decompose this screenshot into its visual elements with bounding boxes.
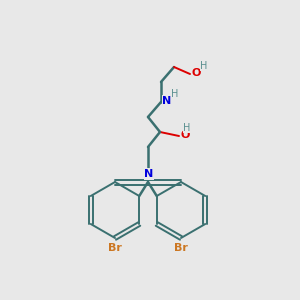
Text: H: H bbox=[183, 123, 191, 133]
Text: Br: Br bbox=[174, 243, 188, 253]
Text: H: H bbox=[171, 89, 179, 99]
Text: Br: Br bbox=[108, 243, 122, 253]
Text: O: O bbox=[191, 68, 201, 78]
Text: H: H bbox=[200, 61, 208, 71]
Text: N: N bbox=[162, 96, 172, 106]
Text: O: O bbox=[180, 130, 190, 140]
Text: N: N bbox=[144, 169, 154, 179]
